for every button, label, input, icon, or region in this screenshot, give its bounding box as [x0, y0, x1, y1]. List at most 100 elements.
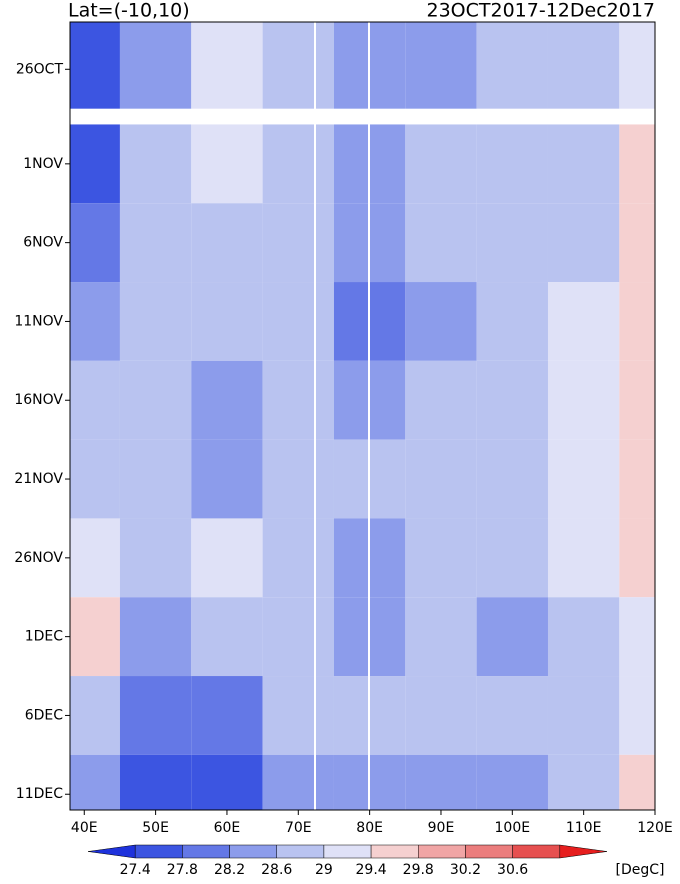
cell	[70, 676, 120, 755]
cell	[619, 282, 655, 361]
cell	[547, 518, 620, 598]
cell	[191, 203, 263, 283]
cell	[191, 22, 263, 109]
cell	[119, 676, 192, 755]
y-tick-label: 11NOV	[14, 313, 63, 329]
cell	[547, 203, 620, 283]
cell	[70, 360, 120, 440]
cell	[119, 203, 192, 283]
colorbar-swatch	[182, 844, 230, 859]
colorbar-swatch	[276, 844, 325, 859]
cell	[476, 518, 548, 598]
title-left: Lat=(-10,10)	[68, 0, 190, 22]
x-tick-label: 40E	[71, 820, 98, 836]
cell	[70, 439, 120, 519]
cell	[70, 518, 120, 598]
y-tick-label: 26NOV	[14, 550, 63, 566]
cell	[547, 676, 620, 755]
cell	[262, 518, 334, 598]
cell	[619, 203, 655, 283]
cell	[547, 22, 620, 109]
cell	[191, 439, 263, 519]
cell	[476, 676, 548, 755]
cell	[119, 518, 192, 598]
cell	[119, 282, 192, 361]
cell	[262, 22, 334, 109]
x-tick-label: 90E	[428, 820, 455, 836]
x-tick-label: 100E	[495, 820, 531, 836]
colorbar-swatch	[229, 844, 277, 859]
colorbar-label: 27.4	[120, 862, 151, 878]
y-tick-label: 16NOV	[14, 392, 63, 408]
cell	[405, 124, 477, 204]
cell	[262, 282, 334, 361]
cell	[191, 518, 263, 598]
cell	[476, 597, 548, 677]
colorbar-swatch	[134, 844, 183, 859]
cell	[262, 360, 334, 440]
colorbar-label: 29	[315, 862, 333, 878]
cell	[262, 124, 334, 204]
cell	[405, 754, 477, 810]
cell	[547, 360, 620, 440]
colorbar-swatch	[323, 844, 372, 859]
y-tick-label: 21NOV	[14, 471, 63, 487]
cell	[619, 22, 655, 109]
cell	[119, 439, 192, 519]
cell	[619, 124, 655, 204]
cell	[619, 676, 655, 755]
cell	[262, 439, 334, 519]
cell	[119, 124, 192, 204]
cell	[405, 203, 477, 283]
cell	[619, 754, 655, 810]
cell	[191, 360, 263, 440]
cell	[547, 124, 620, 204]
cell	[476, 22, 548, 109]
colorbar-unit: [DegC]	[616, 862, 665, 878]
colorbar-swatch	[370, 844, 419, 859]
colorbar-label: 30.6	[497, 862, 528, 878]
cell	[70, 754, 120, 810]
cell	[262, 203, 334, 283]
colorbar-swatch	[559, 844, 608, 859]
x-tick-label: 60E	[214, 820, 241, 836]
title-right: 23OCT2017-12Dec2017	[426, 0, 655, 22]
y-tick-label: 6NOV	[23, 235, 63, 251]
colorbar-label: 28.6	[261, 862, 292, 878]
cell	[405, 439, 477, 519]
cell	[476, 203, 548, 283]
cell	[262, 597, 334, 677]
cell	[70, 282, 120, 361]
cell	[619, 518, 655, 598]
cell	[262, 676, 334, 755]
cell	[405, 518, 477, 598]
field	[70, 22, 655, 810]
colorbar-label: 30.2	[450, 862, 481, 878]
y-tick-label: 1DEC	[25, 629, 64, 645]
cell	[191, 754, 263, 810]
cell	[547, 439, 620, 519]
colorbar-label: 27.8	[167, 862, 198, 878]
cell	[119, 360, 192, 440]
cell	[191, 124, 263, 204]
colorbar-swatch	[418, 844, 466, 859]
cell	[70, 124, 120, 204]
colorbar-swatch	[512, 844, 561, 859]
cell	[191, 676, 263, 755]
cell	[619, 597, 655, 677]
cell	[405, 282, 477, 361]
y-tick-label: 6DEC	[25, 707, 64, 723]
x-tick-label: 120E	[637, 820, 673, 836]
cell	[476, 124, 548, 204]
cell	[191, 282, 263, 361]
cell	[119, 754, 192, 810]
colorbar-swatch	[465, 844, 513, 859]
cell	[70, 597, 120, 677]
colorbar-label: 29.4	[356, 862, 387, 878]
cell	[619, 439, 655, 519]
cell	[547, 282, 620, 361]
cell	[476, 754, 548, 810]
x-tick-label: 50E	[142, 820, 169, 836]
cell	[405, 597, 477, 677]
